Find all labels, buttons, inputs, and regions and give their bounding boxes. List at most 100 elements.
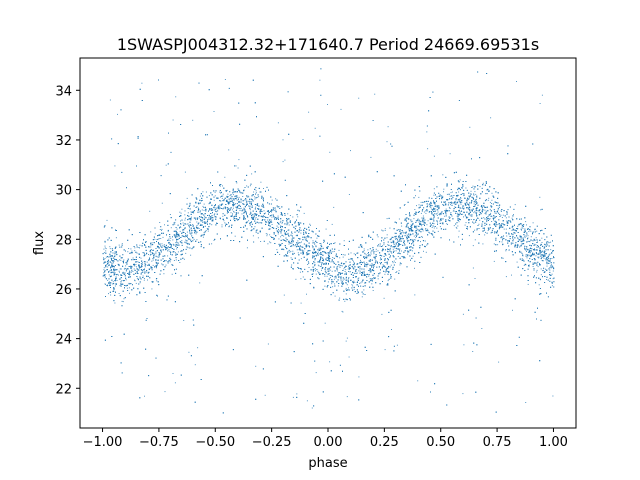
scatter-point [444, 212, 446, 213]
scatter-point [267, 243, 269, 245]
scatter-point [220, 196, 221, 198]
scatter-point [122, 272, 123, 274]
scatter-point [313, 256, 315, 258]
scatter-point [361, 296, 363, 298]
scatter-point [458, 204, 460, 206]
scatter-point [536, 253, 538, 255]
scatter-point [266, 233, 268, 235]
scatter-point [305, 245, 307, 247]
scatter-point [343, 268, 345, 270]
scatter-point [420, 241, 421, 243]
scatter-point [416, 225, 418, 227]
scatter-point [346, 396, 348, 398]
scatter-point [461, 201, 463, 203]
scatter-point [540, 245, 541, 246]
scatter-point [140, 272, 142, 274]
scatter-point [279, 245, 281, 247]
scatter-point [457, 201, 459, 203]
scatter-point [184, 227, 186, 229]
scatter-point [168, 238, 170, 240]
scatter-point [164, 391, 166, 393]
scatter-point [398, 249, 400, 251]
scatter-point [125, 268, 127, 270]
scatter-point [300, 258, 302, 260]
scatter-point [241, 213, 243, 215]
scatter-point [154, 233, 156, 235]
scatter-point [293, 245, 295, 247]
scatter-point [508, 249, 510, 251]
scatter-point [491, 206, 493, 208]
scatter-point [353, 280, 355, 282]
scatter-point [279, 221, 281, 223]
scatter-point [348, 277, 350, 278]
scatter-point [150, 251, 152, 253]
scatter-point [233, 216, 234, 218]
scatter-point [470, 219, 472, 220]
scatter-point [281, 222, 283, 224]
scatter-point [275, 209, 277, 211]
scatter-point [538, 284, 540, 286]
scatter-point [453, 202, 455, 204]
scatter-point [122, 301, 124, 303]
scatter-point [291, 264, 293, 266]
scatter-point [264, 216, 266, 217]
scatter-point [377, 236, 379, 238]
scatter-point [138, 247, 140, 248]
scatter-point [186, 197, 188, 199]
scatter-point [386, 234, 388, 236]
scatter-point [269, 215, 271, 217]
scatter-point [115, 276, 117, 278]
scatter-point [168, 248, 170, 250]
scatter-point [262, 215, 264, 216]
scatter-point [287, 229, 289, 231]
scatter-point [318, 265, 320, 267]
scatter-point [405, 233, 407, 235]
scatter-point [552, 278, 554, 280]
scatter-point [423, 211, 425, 213]
scatter-point [552, 270, 554, 272]
scatter-point [334, 295, 336, 297]
scatter-point [435, 213, 437, 215]
scatter-point [536, 230, 538, 232]
scatter-point [118, 244, 120, 246]
scatter-point [461, 188, 463, 189]
scatter-point [280, 214, 282, 216]
scatter-point [360, 259, 361, 261]
scatter-point [348, 264, 350, 266]
scatter-point [255, 218, 257, 220]
scatter-point [453, 225, 455, 227]
scatter-point [319, 248, 321, 250]
scatter-point [276, 249, 278, 251]
scatter-point [292, 396, 294, 398]
scatter-point [358, 376, 360, 378]
scatter-point [411, 239, 413, 241]
scatter-point [527, 235, 529, 237]
scatter-point [475, 199, 477, 201]
scatter-point [402, 234, 404, 236]
scatter-point [213, 239, 215, 241]
scatter-point [505, 276, 507, 278]
scatter-point [394, 232, 396, 234]
scatter-point [463, 195, 465, 197]
scatter-point [135, 282, 137, 284]
scatter-point [113, 288, 114, 290]
scatter-point [411, 250, 413, 252]
scatter-point [366, 266, 368, 268]
scatter-point [179, 211, 181, 213]
scatter-point [222, 215, 224, 217]
scatter-point [427, 210, 429, 212]
scatter-point [109, 248, 111, 250]
scatter-point [503, 228, 505, 230]
scatter-point [519, 236, 521, 238]
scatter-point [160, 246, 162, 248]
scatter-point [361, 247, 363, 248]
scatter-point [490, 205, 492, 207]
scatter-point [406, 250, 408, 252]
scatter-point [493, 243, 495, 245]
scatter-point [142, 275, 144, 277]
scatter-point [386, 218, 388, 220]
scatter-point [374, 93, 376, 95]
scatter-point [471, 209, 473, 211]
scatter-point [332, 251, 334, 253]
scatter-point [302, 139, 304, 140]
